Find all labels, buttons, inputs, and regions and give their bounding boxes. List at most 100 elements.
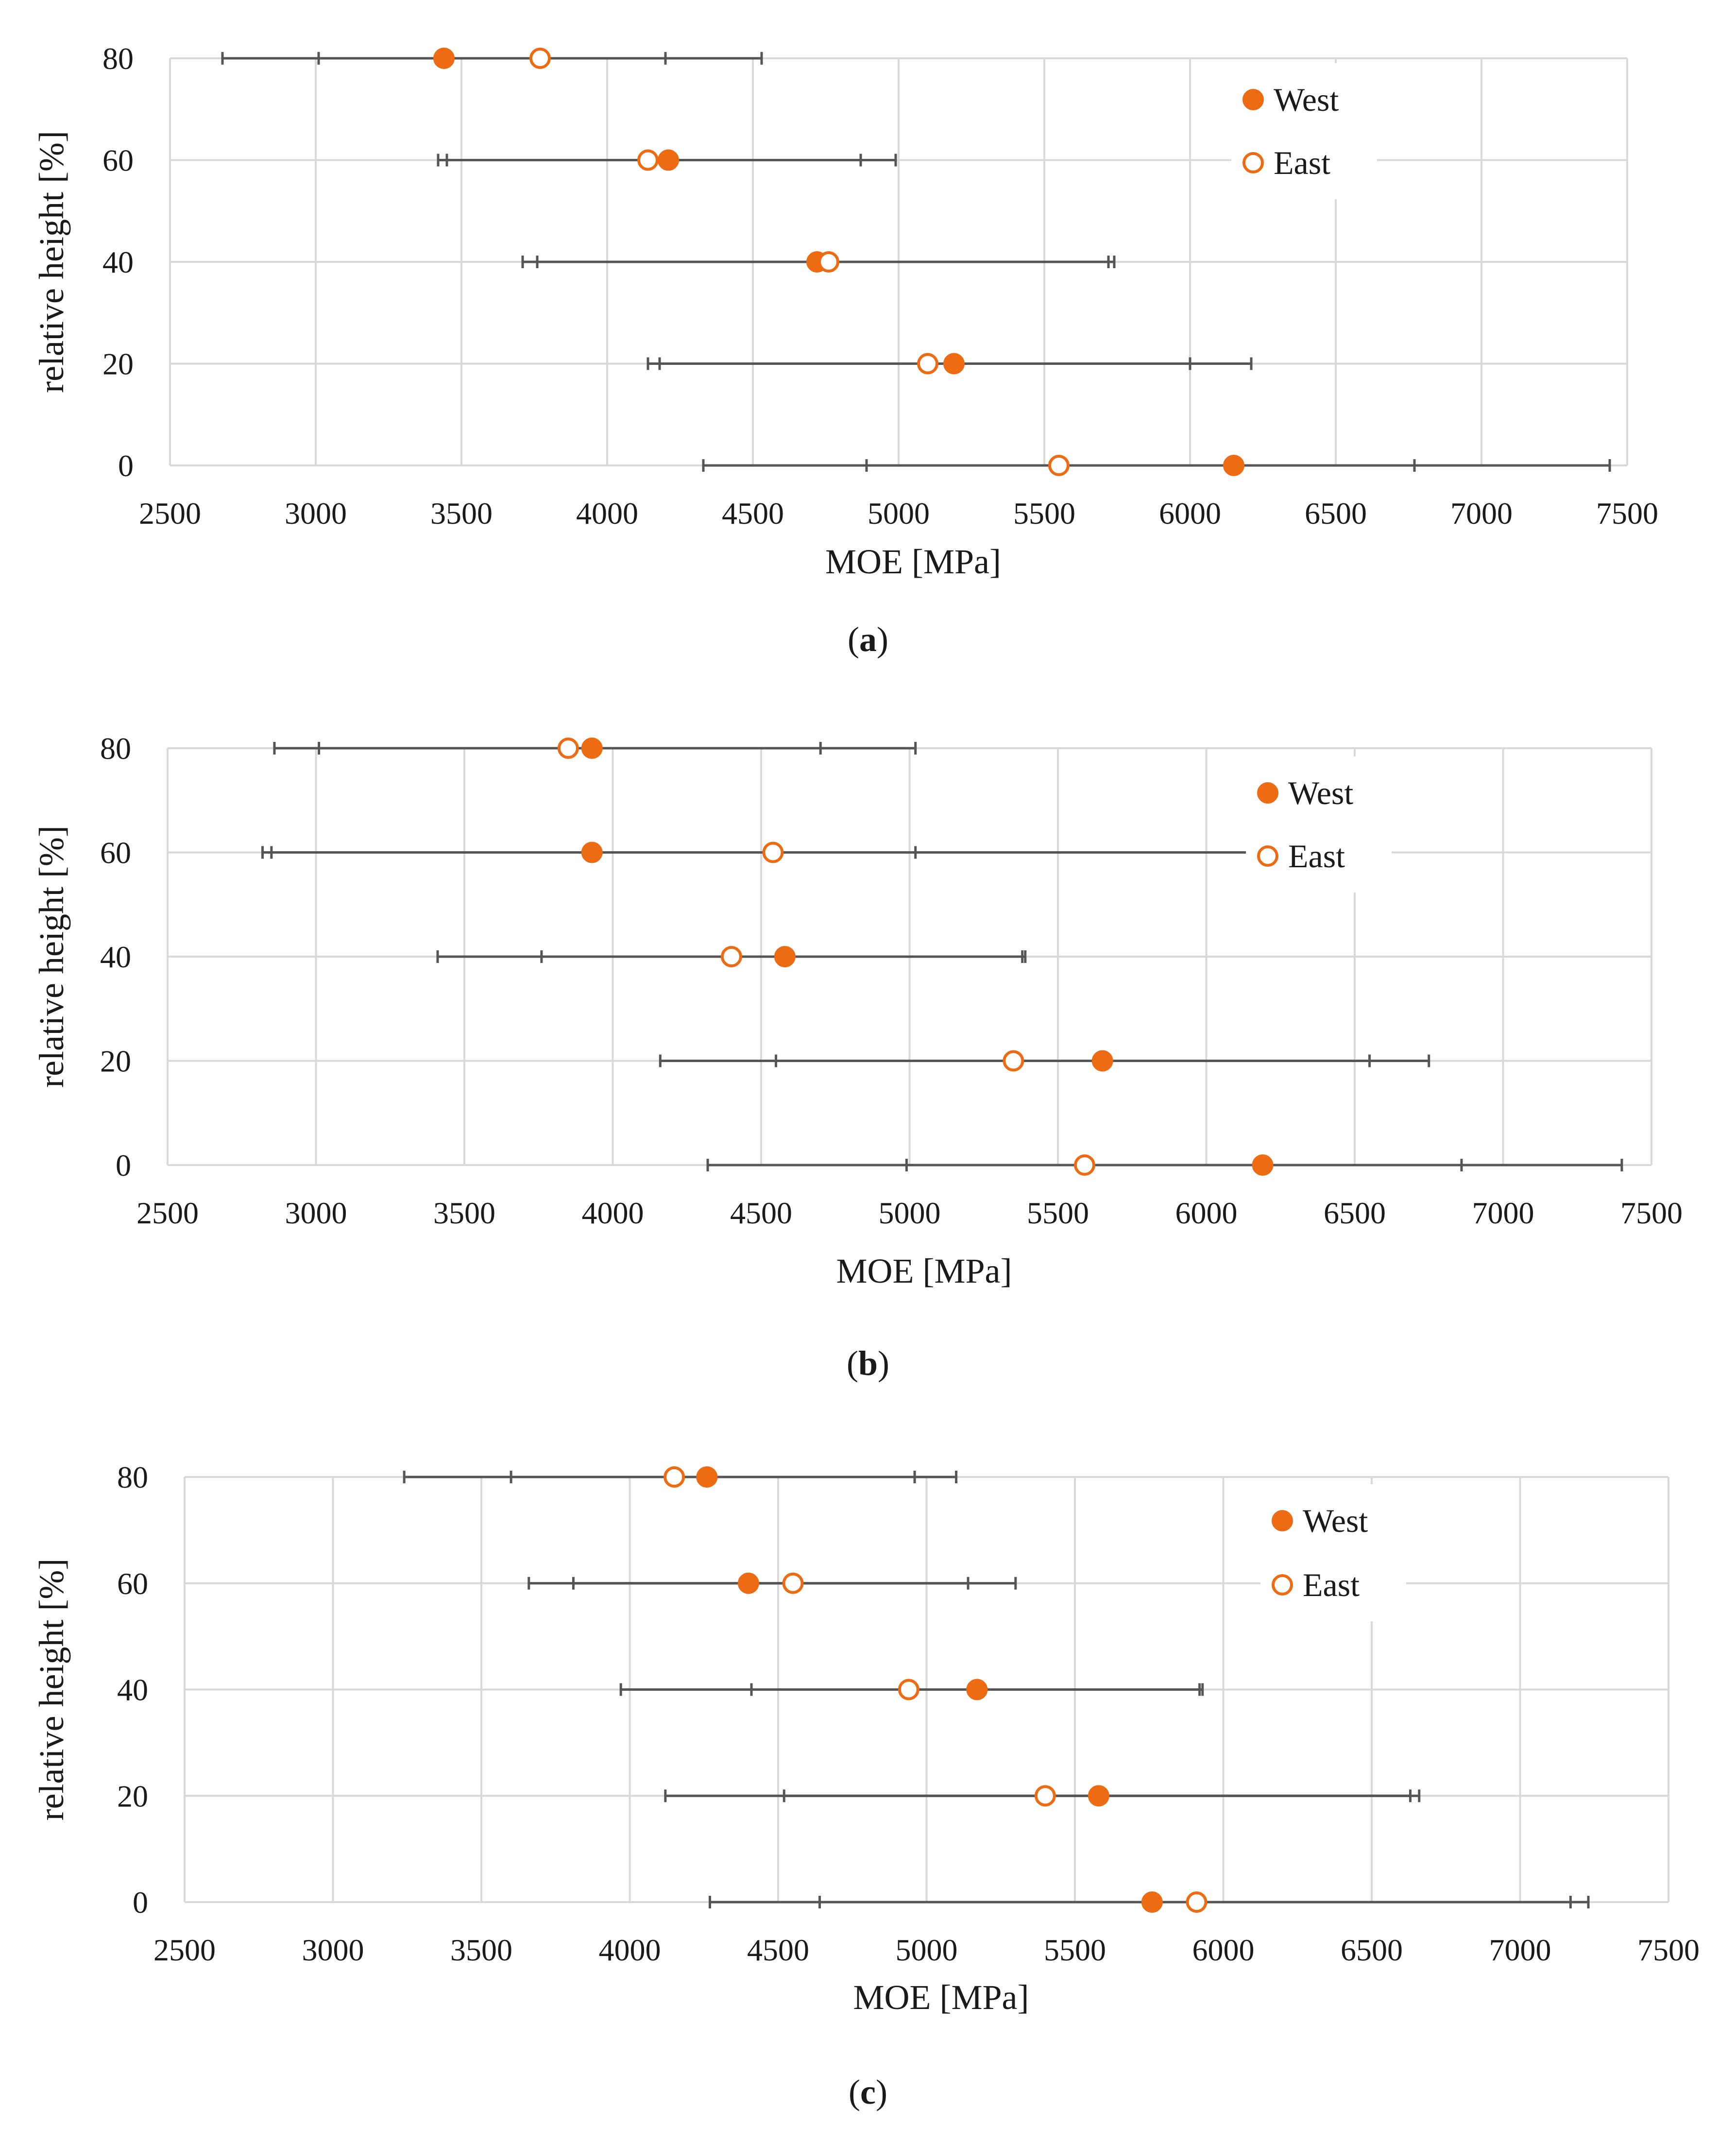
x-tick-label: 6000 [1159, 496, 1221, 531]
y-tick-label: 40 [100, 940, 131, 974]
y-axis-label: relative height [%] [32, 131, 71, 393]
legend-label-west: West [1303, 1502, 1368, 1539]
legend-label-east: East [1274, 144, 1330, 181]
x-tick-label: 2500 [136, 1196, 199, 1230]
x-tick-label: 7000 [1472, 1196, 1534, 1230]
data-point-east [720, 946, 742, 967]
x-tick-label: 7500 [1620, 1196, 1683, 1230]
x-tick-label: 4000 [582, 1196, 644, 1230]
y-axis-label: relative height [%] [32, 1559, 71, 1821]
legend-label-east: East [1303, 1566, 1360, 1603]
legend-box [1231, 63, 1377, 199]
data-point-east [637, 149, 659, 171]
data-point-west [774, 946, 796, 967]
data-point-east [1034, 1785, 1056, 1807]
figure-caption: (c) [849, 2073, 887, 2112]
x-tick-label: 4500 [722, 496, 784, 531]
x-tick-label: 5000 [896, 1933, 958, 1967]
x-tick-label: 5500 [1027, 1196, 1089, 1230]
x-axis-label: MOE [MPa] [836, 1252, 1012, 1290]
chart-c: 2500 3000 3500 4000 4500 5000 5500 6000 6500 7000… [32, 1460, 1700, 2112]
x-tick-label: 7000 [1450, 496, 1513, 531]
data-point-east [782, 1572, 804, 1594]
data-point-east [1073, 1154, 1095, 1176]
x-tick-label: 6000 [1192, 1933, 1255, 1967]
x-axis-label: MOE [MPa] [853, 1978, 1029, 2017]
y-tick-label: 60 [102, 143, 134, 178]
data-point-west [966, 1679, 988, 1700]
data-point-east [1048, 455, 1070, 476]
data-point-east [1003, 1050, 1024, 1072]
data-point-east [557, 738, 579, 759]
legend-marker-west [1242, 89, 1264, 110]
legend-marker-west [1272, 1510, 1293, 1531]
x-tick-label: 4500 [747, 1933, 809, 1967]
data-point-west [737, 1572, 759, 1594]
x-tick-label: 3000 [302, 1933, 364, 1967]
legend-marker-east [1257, 845, 1278, 867]
data-point-east [917, 353, 938, 375]
y-tick-label: 60 [117, 1566, 148, 1601]
x-tick-label: 3000 [285, 496, 347, 531]
x-tick-label: 7500 [1637, 1933, 1700, 1967]
y-tick-label: 20 [100, 1044, 131, 1079]
x-tick-label: 2500 [139, 496, 201, 531]
data-point-west [696, 1466, 718, 1488]
legend-box [1246, 756, 1392, 893]
legend-label-west: West [1288, 774, 1353, 811]
x-tick-label: 7500 [1596, 496, 1658, 531]
x-tick-label: 4000 [599, 1933, 661, 1967]
y-tick-label: 80 [117, 1460, 148, 1494]
data-point-east [529, 48, 551, 69]
legend-label-west: West [1274, 81, 1339, 118]
y-tick-label: 20 [102, 347, 134, 381]
legend-label-east: East [1288, 838, 1345, 875]
x-tick-label: 6500 [1305, 496, 1367, 531]
x-tick-label: 4000 [576, 496, 638, 531]
x-tick-label: 3000 [285, 1196, 347, 1230]
data-point-west [581, 841, 603, 863]
data-point-east [1186, 1891, 1208, 1913]
y-tick-label: 60 [100, 836, 131, 870]
x-tick-label: 6500 [1324, 1196, 1386, 1230]
legend-marker-east [1242, 152, 1264, 173]
x-tick-label: 6500 [1341, 1933, 1403, 1967]
data-point-west [581, 738, 603, 759]
figure-caption: (b) [847, 1344, 889, 1383]
y-tick-label: 0 [118, 448, 134, 483]
data-point-west [1252, 1154, 1274, 1176]
chart-a: 2500 3000 3500 4000 4500 5000 5500 6000 6500 7000… [32, 41, 1658, 659]
y-tick-label: 20 [117, 1779, 148, 1813]
data-point-west [1091, 1050, 1113, 1072]
x-tick-label: 3500 [433, 1196, 495, 1230]
y-axis-label: relative height [%] [32, 825, 71, 1088]
x-tick-label: 5000 [868, 496, 930, 531]
x-tick-label: 5500 [1013, 496, 1075, 531]
x-tick-label: 3500 [450, 1933, 512, 1967]
y-tick-label: 0 [116, 1148, 131, 1183]
x-tick-label: 4500 [730, 1196, 792, 1230]
y-tick-label: 80 [100, 731, 131, 766]
y-tick-label: 40 [117, 1673, 148, 1707]
data-point-west [433, 48, 455, 69]
y-tick-label: 0 [133, 1885, 148, 1920]
x-tick-label: 7000 [1489, 1933, 1551, 1967]
data-point-west [1223, 455, 1244, 476]
x-tick-label: 2500 [153, 1933, 216, 1967]
legend-marker-west [1257, 782, 1278, 804]
x-tick-label: 6000 [1175, 1196, 1238, 1230]
x-axis-label: MOE [MPa] [825, 542, 1001, 581]
data-point-east [664, 1466, 685, 1488]
data-point-west [943, 353, 965, 375]
x-tick-label: 3500 [430, 496, 493, 531]
y-tick-label: 80 [102, 41, 134, 76]
data-point-east [898, 1679, 919, 1700]
y-tick-label: 40 [102, 245, 134, 279]
legend-marker-east [1272, 1574, 1293, 1596]
data-point-west [1088, 1785, 1109, 1807]
legend-box [1260, 1484, 1406, 1621]
x-tick-label: 5500 [1044, 1933, 1106, 1967]
x-tick-label: 5000 [879, 1196, 941, 1230]
data-point-west [1141, 1891, 1163, 1913]
